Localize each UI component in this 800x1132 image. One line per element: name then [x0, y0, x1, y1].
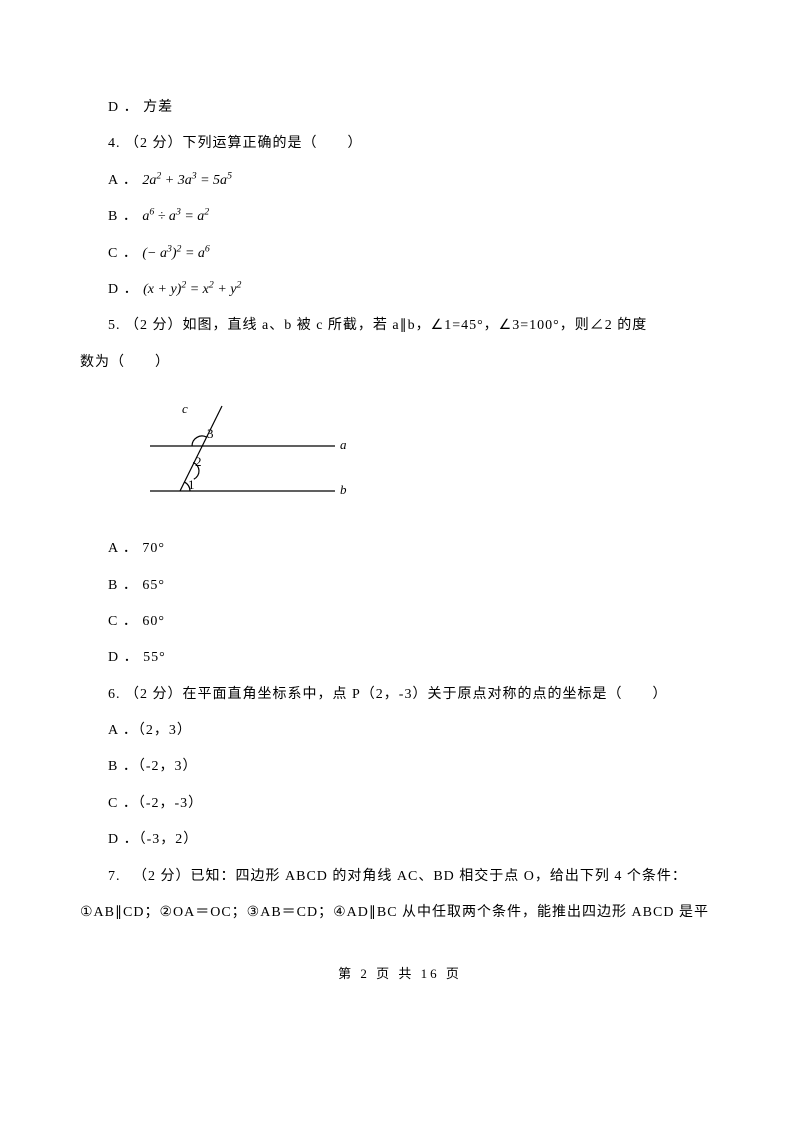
- q3-option-d: D ． 方差: [80, 90, 720, 126]
- q5-option-a: A ． 70°: [80, 531, 720, 567]
- q5-option-d: D ． 55°: [80, 640, 720, 676]
- q4-option-c: C ． (− a3)2 = a6: [80, 236, 720, 272]
- q6-stem: 6. （2 分）在平面直角坐标系中，点 P（2，-3）关于原点对称的点的坐标是（…: [80, 677, 720, 713]
- svg-text:b: b: [340, 482, 347, 497]
- svg-text:c: c: [182, 401, 188, 416]
- q5-stem-line1: 5. （2 分）如图，直线 a、b 被 c 所截，若 a∥b，∠1=45°，∠3…: [80, 308, 720, 344]
- q5-diagram: a b c 123: [140, 401, 380, 511]
- q4-d-formula: (x + y)2 = x2 + y2: [143, 282, 241, 297]
- q4-stem: 4. （2 分）下列运算正确的是（ ）: [80, 126, 720, 162]
- q4-option-b: B ． a6 ÷ a3 = a2: [80, 199, 720, 235]
- page-content: D ． 方差 4. （2 分）下列运算正确的是（ ） A ． 2a2 + 3a3…: [0, 0, 800, 1041]
- svg-text:3: 3: [207, 426, 214, 441]
- q5-stem-line2: 数为（ ）: [80, 345, 720, 381]
- q5-option-b: B ． 65°: [80, 568, 720, 604]
- q4-c-label: C ．: [108, 246, 142, 261]
- page-footer: 第 2 页 共 16 页: [80, 957, 720, 991]
- q4-a-label: A ．: [108, 173, 142, 188]
- q6-option-a: A ．（2，3）: [80, 713, 720, 749]
- q5-option-c: C ． 60°: [80, 604, 720, 640]
- q4-d-label: D ．: [108, 282, 143, 297]
- geometry-diagram-svg: a b c 123: [140, 401, 380, 511]
- q6-option-b: B ．（-2，3）: [80, 749, 720, 785]
- svg-text:a: a: [340, 437, 347, 452]
- q4-b-label: B ．: [108, 209, 142, 224]
- svg-text:2: 2: [195, 454, 202, 469]
- q6-option-c: C ．（-2，-3）: [80, 786, 720, 822]
- q4-b-formula: a6 ÷ a3 = a2: [142, 209, 209, 224]
- q7-line1: 7. （2 分）已知：四边形 ABCD 的对角线 AC、BD 相交于点 O，给出…: [80, 859, 720, 895]
- q4-option-d: D ． (x + y)2 = x2 + y2: [80, 272, 720, 308]
- q4-option-a: A ． 2a2 + 3a3 = 5a5: [80, 163, 720, 199]
- q4-a-formula: 2a2 + 3a3 = 5a5: [142, 173, 232, 188]
- q6-option-d: D ．（-3，2）: [80, 822, 720, 858]
- q4-c-formula: (− a3)2 = a6: [142, 246, 209, 261]
- q7-line2: ①AB∥CD；②OA＝OC；③AB＝CD；④AD∥BC 从中任取两个条件，能推出…: [80, 895, 720, 931]
- svg-text:1: 1: [188, 477, 195, 492]
